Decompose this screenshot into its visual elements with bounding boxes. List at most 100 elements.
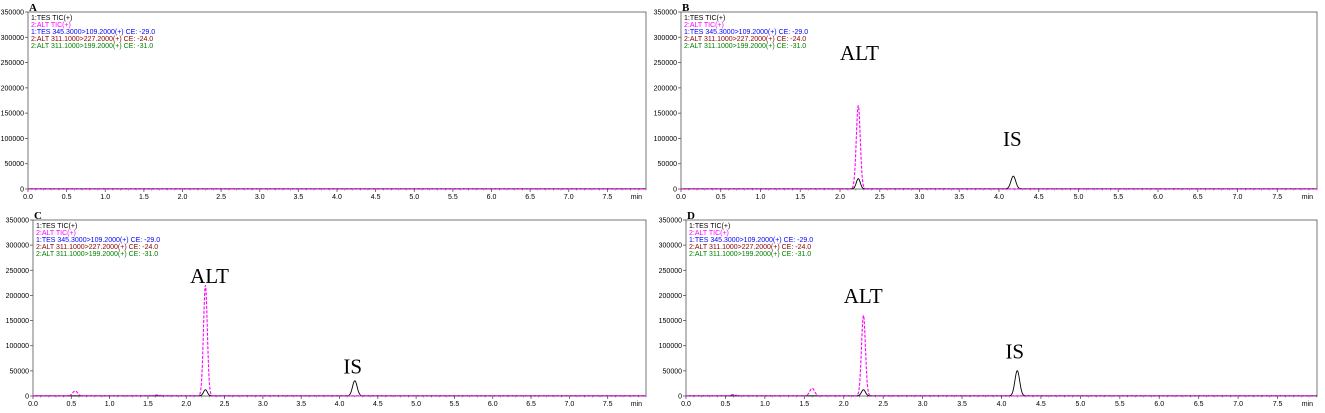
y-tick-label: 100000	[1, 136, 24, 143]
legend-entry: 2:ALT 311.1000>199.2000(+) CE: -31.0	[684, 43, 806, 50]
x-tick-label: 7.5	[1272, 194, 1282, 201]
x-tick-label: 5.0	[409, 194, 419, 201]
x-tick-label: 1.0	[100, 194, 110, 201]
legend-entry: 2:ALT 311.1000>227.2000(+) CE: -24.0	[684, 36, 806, 43]
peak-annotation-is: IS	[1005, 339, 1024, 363]
x-tick-label: 0.5	[716, 194, 726, 201]
x-tick-label: 1.5	[799, 401, 809, 408]
y-tick-label: 200000	[1, 85, 24, 92]
series-line-alt-tic	[686, 315, 1317, 397]
y-tick-label: 100000	[6, 343, 29, 350]
legend-entry: 1:TES TIC(+)	[689, 223, 730, 230]
series-line-alt-tic	[33, 285, 646, 397]
y-tick-label: 250000	[1, 60, 24, 67]
x-tick-label: 5.0	[1076, 401, 1086, 408]
legend-entry: 2:ALT TIC(+)	[36, 230, 76, 237]
x-tick-label: 2.5	[875, 194, 885, 201]
x-tick-label: 3.0	[255, 194, 265, 201]
x-tick-label: 3.5	[954, 194, 964, 201]
y-tick-label: 0	[20, 187, 24, 194]
y-tick-label: 250000	[659, 268, 682, 275]
x-tick-label: 4.0	[332, 194, 342, 201]
legend-entry: 2:ALT 311.1000>199.2000(+) CE: -31.0	[689, 251, 811, 258]
y-tick-label: 350000	[1, 10, 24, 17]
legend-entry: 2:ALT 311.1000>199.2000(+) CE: -31.0	[31, 43, 153, 50]
x-tick-label: 6.5	[526, 401, 536, 408]
x-unit-label: min	[631, 194, 642, 201]
panel-letter-b: B	[682, 2, 690, 14]
peak-annotation-alt: ALT	[190, 264, 229, 288]
x-tick-label: 2.0	[839, 401, 849, 408]
x-tick-label: 6.5	[525, 194, 535, 201]
panel-letter-d: D	[687, 210, 695, 222]
series-line-alt-tic	[681, 105, 1317, 190]
legend-entry: 1:TES TIC(+)	[36, 223, 77, 230]
y-tick-label: 100000	[659, 343, 682, 350]
panel-letter-c: C	[34, 210, 42, 222]
x-tick-label: 1.0	[760, 401, 770, 408]
x-tick-label: 1.5	[795, 194, 805, 201]
series-line-tes-tic	[33, 380, 646, 397]
x-tick-label: 3.5	[957, 401, 967, 408]
series-line-tes-tic	[686, 370, 1317, 397]
chart-panel-b: 0 50000 100000 150000 200000 250000 300000 3500…	[654, 2, 1318, 201]
legend-entry: 1:TES TIC(+)	[31, 15, 72, 22]
y-tick-label: 150000	[6, 318, 29, 325]
peak-annotation-is: IS	[1003, 127, 1022, 151]
legend-entry: 2:ALT TIC(+)	[684, 22, 724, 29]
x-tick-label: 6.5	[1194, 401, 1204, 408]
y-tick-label: 300000	[659, 243, 682, 250]
x-tick-label: 6.5	[1193, 194, 1203, 201]
x-tick-label: 5.5	[1115, 401, 1125, 408]
chart-panel-c: 0 50000 100000 150000 200000 250000 300000 3500…	[6, 210, 647, 408]
x-tick-label: 0.5	[66, 401, 76, 408]
y-tick-label: 0	[25, 394, 29, 401]
x-tick-label: 3.0	[918, 401, 928, 408]
x-tick-label: 5.5	[1113, 194, 1123, 201]
x-tick-label: 4.5	[373, 401, 383, 408]
x-tick-label: 0.0	[28, 401, 38, 408]
peak-annotation-is: IS	[343, 354, 362, 378]
x-tick-label: 0.5	[62, 194, 72, 201]
x-tick-label: 5.0	[411, 401, 421, 408]
x-tick-label: 1.5	[139, 194, 149, 201]
y-tick-label: 50000	[658, 161, 678, 168]
x-unit-label: min	[631, 401, 642, 408]
x-tick-label: 2.5	[220, 401, 230, 408]
y-tick-label: 0	[673, 187, 677, 194]
x-unit-label: min	[1302, 194, 1313, 201]
y-tick-label: 200000	[659, 293, 682, 300]
x-tick-label: 2.0	[181, 401, 191, 408]
legend-entry: 2:ALT TIC(+)	[689, 230, 729, 237]
series-line-tes-tic	[681, 175, 1317, 190]
x-tick-label: 4.5	[1036, 401, 1046, 408]
x-tick-label: 3.0	[258, 401, 268, 408]
y-tick-label: 150000	[1, 111, 24, 118]
x-tick-label: 7.0	[1233, 194, 1243, 201]
y-tick-label: 0	[678, 394, 682, 401]
chart-panel-a: 0 50000 100000 150000 200000 250000 300000 3500…	[1, 2, 647, 201]
x-tick-label: 7.5	[603, 194, 613, 201]
y-tick-label: 250000	[654, 60, 677, 67]
x-tick-label: 3.5	[296, 401, 306, 408]
x-tick-label: 2.5	[878, 401, 888, 408]
peak-annotation-alt: ALT	[844, 284, 883, 308]
y-tick-label: 300000	[1, 35, 24, 42]
x-tick-label: 6.0	[487, 194, 497, 201]
y-tick-label: 350000	[6, 218, 29, 225]
x-tick-label: 7.0	[1233, 401, 1243, 408]
x-tick-label: 6.0	[488, 401, 498, 408]
x-tick-label: 2.5	[216, 194, 226, 201]
x-tick-label: 3.5	[294, 194, 304, 201]
x-tick-label: 6.0	[1154, 401, 1164, 408]
x-tick-label: 7.0	[565, 401, 575, 408]
x-tick-label: 7.0	[564, 194, 574, 201]
legend-entry: 1:TES TIC(+)	[684, 15, 725, 22]
legend-entry: 2:ALT 311.1000>227.2000(+) CE: -24.0	[689, 244, 811, 251]
x-tick-label: 0.0	[681, 401, 691, 408]
x-tick-label: 5.5	[448, 194, 458, 201]
x-tick-label: 4.0	[997, 401, 1007, 408]
x-tick-label: 1.0	[105, 401, 115, 408]
y-tick-label: 250000	[6, 268, 29, 275]
